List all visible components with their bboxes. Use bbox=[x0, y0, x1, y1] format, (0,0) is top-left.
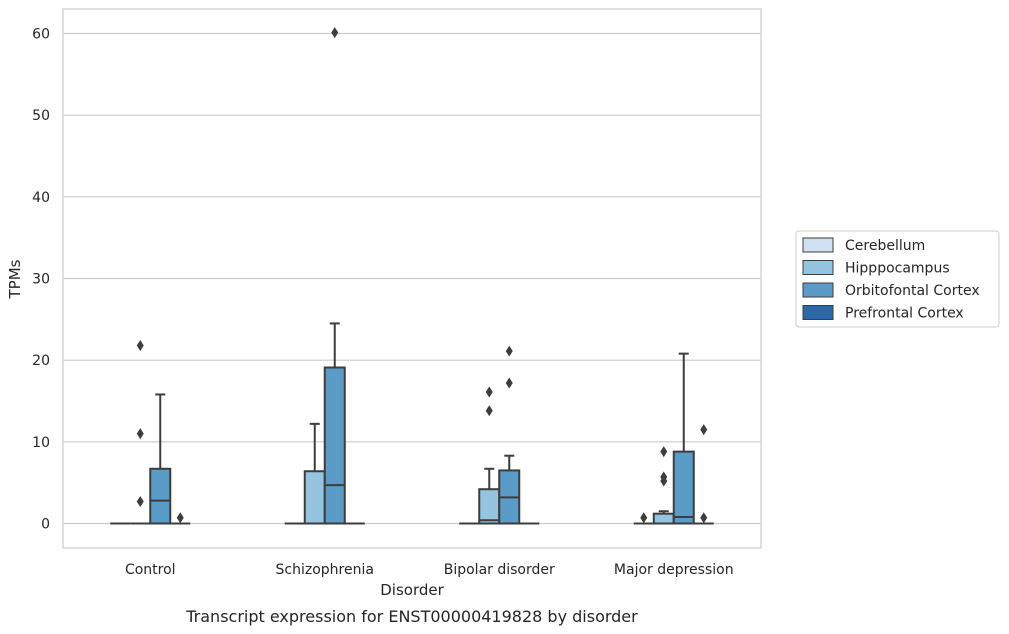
legend-swatch bbox=[802, 282, 834, 298]
legend-entry: Hipppocampus bbox=[802, 260, 950, 277]
outlier-point bbox=[136, 495, 144, 507]
box-group bbox=[633, 512, 654, 525]
box-group bbox=[323, 27, 346, 525]
outlier-point bbox=[485, 405, 493, 417]
outlier-point bbox=[640, 512, 648, 524]
legend-entry: Prefrontal Cortex bbox=[802, 305, 964, 322]
outlier-point bbox=[505, 377, 513, 389]
outlier-point bbox=[136, 339, 144, 351]
legend-label: Hipppocampus bbox=[845, 261, 950, 277]
plot-frame bbox=[62, 8, 762, 549]
gridlines bbox=[63, 32, 761, 525]
x-tick-label: Major depression bbox=[614, 562, 734, 578]
outlier-point bbox=[700, 424, 708, 436]
x-axis-label: Disorder bbox=[380, 581, 444, 599]
y-tick-label: 0 bbox=[41, 517, 50, 533]
box-group bbox=[672, 352, 695, 525]
outlier-point bbox=[485, 386, 493, 398]
legend-entry: Cerebellum bbox=[802, 237, 925, 254]
box-group bbox=[149, 393, 172, 525]
legend-entry: Orbitofontal Cortex bbox=[802, 282, 980, 299]
y-tick-label: 30 bbox=[32, 272, 50, 288]
box-group bbox=[652, 446, 675, 525]
legend-swatch bbox=[802, 305, 834, 320]
box-group bbox=[478, 386, 501, 525]
outlier-point bbox=[176, 512, 184, 524]
box bbox=[478, 488, 501, 525]
box-group bbox=[693, 424, 714, 525]
x-tick-label: Control bbox=[125, 562, 176, 578]
y-tick-label: 20 bbox=[32, 353, 50, 369]
box bbox=[149, 467, 172, 525]
box-group bbox=[130, 339, 151, 525]
chart-caption: Transcript expression for ENST0000041982… bbox=[185, 607, 638, 626]
y-axis-label: TPMs bbox=[6, 259, 24, 299]
legend-swatch bbox=[802, 237, 834, 253]
legend-swatch bbox=[802, 260, 834, 275]
legend-frame bbox=[795, 230, 1000, 328]
outlier-point bbox=[505, 345, 513, 357]
x-tick-label: Bipolar disorder bbox=[444, 562, 555, 578]
box bbox=[323, 366, 346, 525]
outlier-point bbox=[660, 446, 668, 458]
legend: Cerebellum Hipppocampus Orbitofontal Corte… bbox=[795, 230, 1000, 328]
legend-label: Cerebellum bbox=[845, 238, 925, 254]
box-group bbox=[303, 422, 326, 525]
box bbox=[672, 450, 695, 525]
x-tick-label: Schizophrenia bbox=[276, 562, 374, 578]
y-tick-label: 60 bbox=[32, 27, 50, 43]
outlier-point bbox=[700, 512, 708, 524]
box bbox=[303, 470, 326, 525]
outlier-point bbox=[136, 428, 144, 440]
box-group bbox=[498, 345, 521, 525]
outlier-point bbox=[331, 27, 339, 39]
box-series bbox=[110, 27, 714, 525]
legend-label: Prefrontal Cortex bbox=[845, 306, 964, 322]
box bbox=[652, 512, 675, 525]
x-axis-ticks: Control Schizophrenia Bipolar disorder Majo… bbox=[125, 562, 734, 578]
y-tick-label: 40 bbox=[32, 190, 50, 206]
y-tick-label: 10 bbox=[32, 435, 50, 451]
outlier-point bbox=[660, 471, 668, 483]
y-tick-label: 50 bbox=[32, 108, 50, 124]
legend-label: Orbitofontal Cortex bbox=[845, 283, 980, 299]
y-axis-ticks: 0 10 20 30 40 50 60 bbox=[32, 27, 50, 533]
box-group bbox=[170, 512, 191, 525]
